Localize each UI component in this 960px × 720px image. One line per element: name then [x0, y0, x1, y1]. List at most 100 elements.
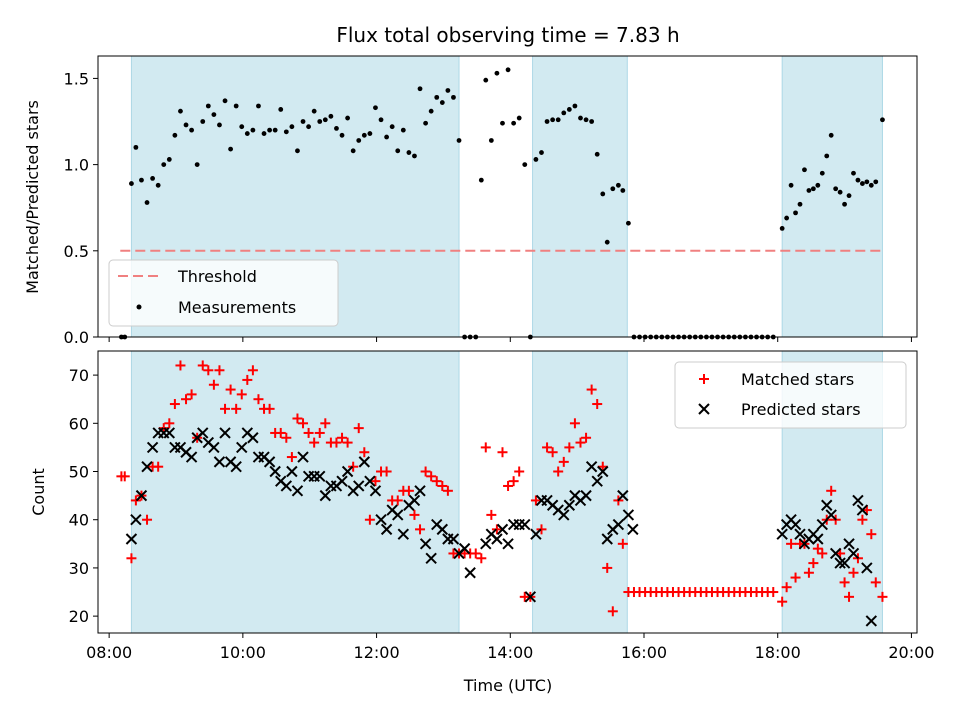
top-ytick-label: 1.5	[64, 69, 89, 88]
matched-star-point	[359, 447, 370, 458]
measurement-point	[233, 103, 239, 109]
measurement-point	[267, 127, 272, 133]
measurement-point	[522, 162, 528, 168]
predicted-star-point	[847, 547, 860, 560]
predicted-star-point	[507, 518, 520, 531]
bottom-y-axis-label: Count	[29, 468, 48, 516]
chart-title: Flux total observing time = 7.83 h	[336, 23, 679, 47]
legend-matched-label: Matched stars	[741, 370, 854, 389]
predicted-star-point	[580, 489, 592, 502]
matched-star-point	[486, 509, 497, 520]
predicted-star-point	[834, 557, 846, 569]
measurement-point	[155, 182, 161, 188]
measurement-point	[589, 119, 595, 124]
predicted-star-point	[163, 427, 176, 439]
matched-star-point	[839, 577, 850, 588]
bottom-panel: 20 30 40 50 60 70 08:00 10:00 12:00 14:00 16:00 18…	[29, 350, 934, 695]
matched-star-point	[803, 567, 814, 578]
measurement-point	[295, 148, 300, 154]
bottom-legend: Matched stars Predicted stars	[674, 361, 907, 429]
predicted-star-point	[458, 542, 471, 555]
matched-star-point	[175, 360, 186, 371]
predicted-star-point	[502, 538, 514, 550]
matched-star-point	[844, 591, 855, 602]
measurement-point	[317, 119, 323, 124]
measurement-point	[289, 124, 295, 130]
predicted-star-point	[843, 538, 855, 550]
matched-star-point	[564, 442, 575, 453]
measurement-point	[300, 119, 306, 124]
legend-measurements-label: Measurements	[178, 298, 296, 317]
predicted-star-point	[358, 456, 371, 468]
predicted-star-point	[419, 538, 432, 550]
measurement-point	[824, 153, 830, 159]
measurement-point	[395, 148, 401, 154]
matched-star-point	[476, 553, 487, 564]
matched-star-point	[877, 591, 888, 602]
matched-star-point	[309, 437, 320, 448]
predicted-star-point	[861, 562, 873, 574]
matched-star-point	[381, 466, 392, 477]
predicted-star-point	[829, 547, 842, 560]
bottom-axes-frame	[97, 350, 918, 634]
matched-star-point	[281, 432, 292, 443]
predicted-star-point	[286, 465, 298, 478]
predicted-star-point	[617, 489, 629, 502]
matched-star-point	[514, 466, 525, 477]
predicted-star-point	[838, 557, 851, 569]
predicted-star-point	[513, 518, 525, 531]
measurement-point	[283, 129, 289, 135]
measurement-point	[505, 67, 511, 73]
measurement-point	[578, 115, 583, 121]
predicted-star-point	[622, 509, 635, 521]
top-panel: 0.0 0.5 1.0 1.5 Matched/Predicted stars Thr…	[23, 55, 918, 347]
predicted-stars-points	[125, 427, 878, 627]
predicted-star-point	[425, 552, 437, 564]
matched-star-point	[808, 558, 819, 569]
matched-star-point	[220, 403, 231, 414]
xtick-label: 10:00	[220, 643, 266, 662]
predicted-star-point	[597, 465, 609, 478]
predicted-star-point	[585, 460, 598, 473]
matched-star-point	[253, 394, 264, 405]
predicted-star-point	[852, 494, 864, 507]
predicted-star-point	[280, 480, 293, 492]
matched-star-point	[602, 562, 613, 573]
matched-star-point	[314, 427, 325, 438]
measurement-point	[615, 182, 621, 188]
predicted-star-point	[530, 528, 542, 540]
top-shade-2	[781, 55, 883, 338]
measurement-point	[406, 150, 412, 155]
measurement-point	[802, 167, 807, 173]
matched-star-point	[119, 471, 130, 482]
matched-star-point	[547, 447, 558, 458]
matched-star-point	[197, 360, 208, 371]
xtick-label: 14:00	[487, 643, 533, 662]
measurement-point	[810, 186, 816, 192]
predicted-star-point	[197, 427, 209, 439]
matched-star-point	[348, 461, 359, 472]
measurement-point	[561, 110, 567, 116]
matched-star-point	[480, 442, 491, 453]
measurement-point	[488, 138, 494, 143]
predicted-star-point	[480, 538, 492, 550]
predicted-star-point	[627, 523, 639, 536]
measurement-point	[880, 117, 885, 123]
matched-star-point	[153, 461, 164, 472]
matched-star-point	[242, 374, 253, 385]
matched-star-point	[786, 538, 797, 549]
measurement-point	[594, 151, 600, 157]
matched-star-point	[298, 418, 309, 429]
measurement-point	[864, 179, 870, 185]
predicted-star-point	[263, 456, 276, 468]
measurement-point	[200, 119, 206, 124]
matched-star-point	[392, 495, 403, 506]
top-x-ticks	[108, 337, 912, 342]
measurement-point	[478, 177, 484, 183]
measurement-point	[133, 144, 139, 150]
measurement-point	[261, 131, 267, 136]
matched-star-point	[415, 524, 426, 535]
matched-star-point	[866, 529, 877, 540]
measurement-point	[361, 132, 367, 138]
